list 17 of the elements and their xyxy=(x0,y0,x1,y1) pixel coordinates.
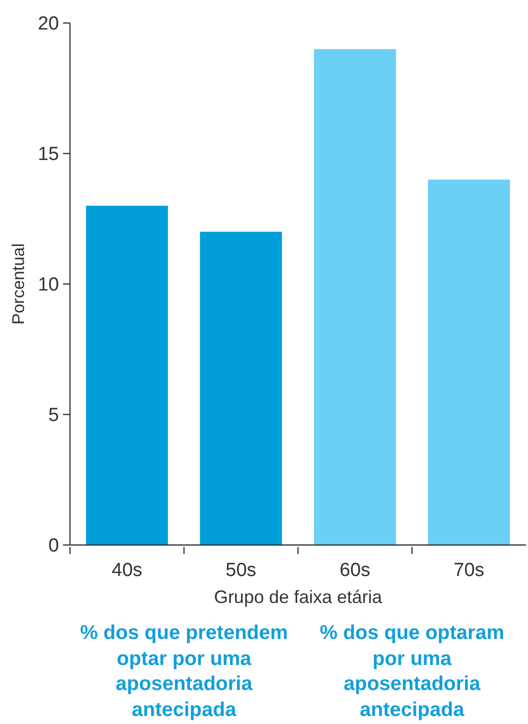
y-tick-label: 15 xyxy=(38,144,59,166)
bar xyxy=(200,232,282,545)
bar xyxy=(86,206,168,545)
x-tick-label: 40s xyxy=(112,560,142,581)
bar xyxy=(314,49,396,545)
y-tick-label: 5 xyxy=(48,405,59,426)
x-axis-title: Grupo de faixa etária xyxy=(214,587,384,607)
x-tick-label: 50s xyxy=(226,560,256,581)
x-tick-label: 60s xyxy=(340,560,370,581)
text: % dos que optaram por uma aposentadoria antecipada xyxy=(318,621,506,722)
text: % dos que pretendem optar por uma aposentadoria antecipada xyxy=(79,621,289,722)
y-tick-label: 0 xyxy=(48,536,59,557)
x-tick-label: 70s xyxy=(454,560,484,581)
y-tick-label: 20 xyxy=(38,14,59,35)
y-tick-label: 10 xyxy=(38,274,59,296)
y-axis-title: Porcentual xyxy=(9,243,28,325)
bar xyxy=(428,180,510,545)
